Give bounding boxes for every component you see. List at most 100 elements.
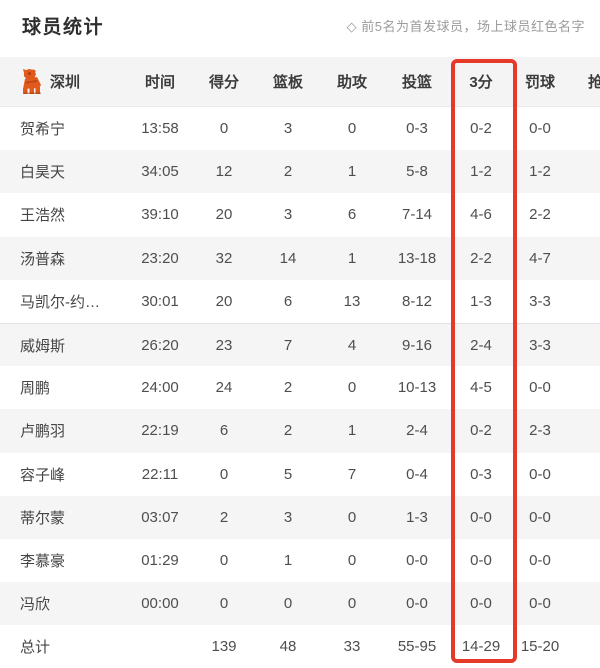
table-row[interactable]: 王浩然 39:10 20 3 6 7-14 4-6 2-2 — [0, 193, 600, 237]
table-row[interactable]: 卢鹏羽 22:19 6 2 1 2-4 0-2 2-3 — [0, 409, 600, 453]
column-header-6: 3分 — [469, 74, 493, 91]
stat-cell: 2-2 — [470, 249, 492, 267]
stat-cell: 6 — [347, 206, 357, 224]
stat-cell: 2-4 — [406, 422, 428, 440]
stat-cell: 23 — [215, 336, 233, 354]
stat-cell: 2-2 — [529, 206, 551, 224]
stat-cell: 0-4 — [406, 465, 428, 483]
stat-cell: 0-3 — [470, 465, 492, 483]
stat-cell: 0 — [219, 120, 229, 138]
stat-cell: 32 — [215, 249, 233, 267]
stat-cell: 22:19 — [141, 422, 179, 440]
stat-cell: 0-2 — [470, 422, 492, 440]
stat-cell: 13:58 — [141, 120, 179, 138]
stat-cell: 0-0 — [529, 551, 551, 569]
stat-cell: 1 — [347, 249, 357, 267]
stat-cell: 12 — [215, 163, 233, 181]
stat-cell: 7 — [283, 336, 293, 354]
column-header-7: 罚球 — [524, 74, 555, 91]
table-row[interactable]: 冯欣 00:00 0 0 0 0-0 0-0 0-0 — [0, 582, 600, 626]
player-name: 贺希宁 — [20, 121, 66, 139]
stat-cell: 1-3 — [406, 508, 428, 526]
stat-cell: 30:01 — [141, 292, 179, 310]
stat-cell: 0-2 — [470, 120, 492, 138]
table-row[interactable]: 周鹏 24:00 24 2 0 10-13 4-5 0-0 — [0, 366, 600, 410]
stat-cell: 2-4 — [470, 336, 492, 354]
table-row[interactable]: 汤普森 23:20 32 14 1 13-18 2-2 4-7 — [0, 236, 600, 280]
stat-cell: 0-0 — [529, 120, 551, 138]
stat-cell: 6 — [219, 422, 229, 440]
player-name: 蒂尔蒙 — [20, 509, 66, 527]
player-name: 白昊天 — [20, 164, 66, 182]
stat-cell: 0 — [347, 595, 357, 613]
page-title: 球员统计 — [22, 17, 105, 38]
stat-cell: 1 — [347, 422, 357, 440]
table-row[interactable]: 白昊天 34:05 12 2 1 5-8 1-2 1-2 — [0, 150, 600, 194]
stat-cell: 4-6 — [470, 206, 492, 224]
team-header-cell[interactable]: 深圳 — [0, 69, 128, 94]
stat-cell: 1-2 — [529, 163, 551, 181]
stat-cell: 00:00 — [141, 595, 179, 613]
stat-cell: 13-18 — [397, 249, 437, 267]
stat-cell: 0 — [347, 508, 357, 526]
player-name: 王浩然 — [20, 207, 66, 225]
stat-cell: 34:05 — [141, 163, 179, 181]
stat-cell: 15-20 — [520, 638, 560, 656]
stat-cell: 0-0 — [529, 465, 551, 483]
stat-cell: 20 — [215, 292, 233, 310]
stat-cell: 01:29 — [141, 551, 179, 569]
stat-cell: 0 — [347, 120, 357, 138]
table-row[interactable]: 马凯尔-约… 30:01 20 6 13 8-12 1-3 3-3 — [0, 279, 600, 323]
table-row[interactable]: 贺希宁 13:58 0 3 0 0-3 0-2 0-0 — [0, 107, 600, 151]
table-body: 贺希宁 13:58 0 3 0 0-3 0-2 0-0 白昊天 34:05 12 2 1 5-8 1-… — [0, 107, 600, 668]
stat-cell: 1 — [283, 551, 293, 569]
stat-cell: 33 — [343, 638, 361, 656]
stat-cell: 2-3 — [529, 422, 551, 440]
stat-cell: 2 — [283, 379, 293, 397]
player-stats-table: 深圳 时间 得分 篮板 助攻 投篮 3分 罚球 抢断 贺希宁 13:58 0 3 0 0-3 0-2 0-… — [0, 57, 600, 668]
stat-cell: 0-0 — [406, 551, 428, 569]
stat-cell: 3-3 — [529, 292, 551, 310]
stat-cell: 0 — [283, 595, 293, 613]
total-row[interactable]: 总计 139 48 33 55-95 14-29 15-20 — [0, 625, 600, 668]
stat-cell: 2 — [219, 508, 229, 526]
section-header: 球员统计 ◇ 前5名为首发球员，场上球员红色名字 — [0, 0, 600, 57]
stat-cell: 6 — [283, 292, 293, 310]
stat-cell: 5-8 — [406, 163, 428, 181]
table-row[interactable]: 威姆斯 26:20 23 7 4 9-16 2-4 3-3 — [0, 322, 600, 367]
stat-cell: 0-0 — [470, 508, 492, 526]
stat-cell: 0 — [347, 551, 357, 569]
stat-cell: 2 — [283, 163, 293, 181]
stat-cell: 7-14 — [401, 206, 433, 224]
stat-cell: 03:07 — [141, 508, 179, 526]
stat-cell: 3 — [283, 508, 293, 526]
team-logo-icon — [20, 69, 43, 94]
stat-cell: 14 — [279, 249, 297, 267]
table-row[interactable]: 容子峰 22:11 0 5 7 0-4 0-3 0-0 — [0, 452, 600, 496]
stat-cell: 24 — [215, 379, 233, 397]
stat-cell: 39:10 — [141, 206, 179, 224]
column-header-2: 得分 — [208, 74, 239, 91]
column-header-1: 时间 — [144, 74, 175, 91]
stat-cell: 3 — [283, 206, 293, 224]
team-name: 深圳 — [50, 74, 81, 91]
player-name: 总计 — [20, 639, 51, 657]
stat-cell: 2 — [283, 422, 293, 440]
player-name: 周鹏 — [20, 380, 51, 398]
table-row[interactable]: 蒂尔蒙 03:07 2 3 0 1-3 0-0 0-0 — [0, 495, 600, 539]
stat-cell: 13 — [343, 292, 361, 310]
stat-cell: 1-3 — [470, 292, 492, 310]
stat-cell: 5 — [283, 465, 293, 483]
stat-cell: 1-2 — [470, 163, 492, 181]
stat-cell: 139 — [211, 638, 237, 656]
player-name: 汤普森 — [20, 250, 66, 268]
stat-cell: 9-16 — [401, 336, 433, 354]
player-name: 马凯尔-约… — [20, 293, 100, 311]
stat-cell: 48 — [279, 638, 297, 656]
column-header-4: 助攻 — [336, 74, 367, 91]
stat-cell: 55-95 — [397, 638, 437, 656]
stat-cell: 0-0 — [406, 595, 428, 613]
table-row[interactable]: 李慕豪 01:29 0 1 0 0-0 0-0 0-0 — [0, 538, 600, 583]
stat-cell: 8-12 — [401, 292, 433, 310]
